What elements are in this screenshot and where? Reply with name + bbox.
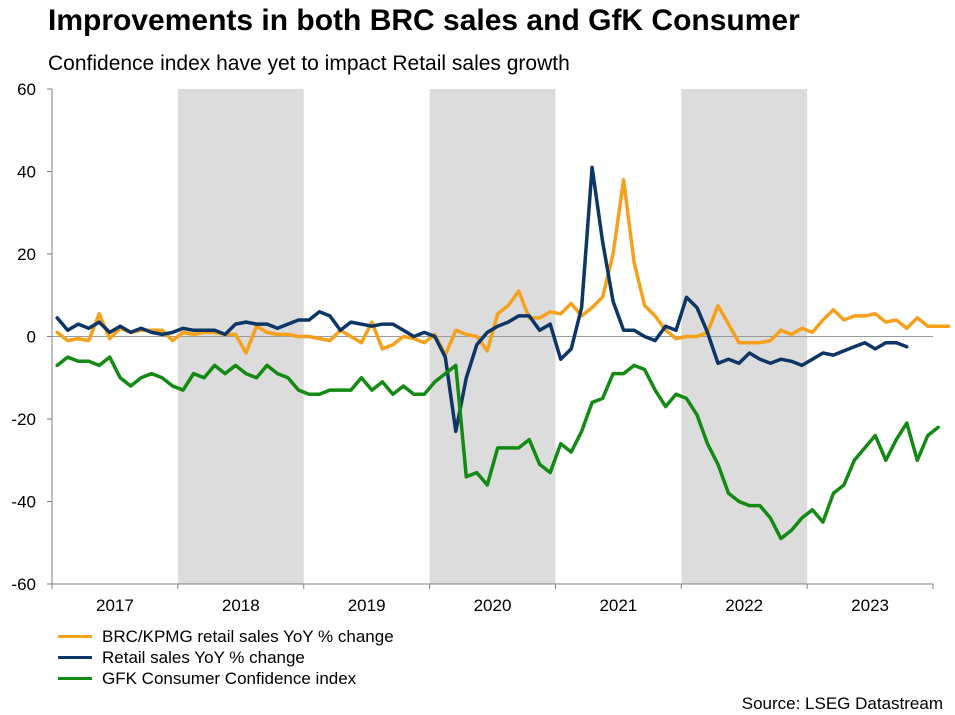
legend-label-brc: BRC/KPMG retail sales YoY % change [102, 626, 394, 646]
legend-swatch-gfk [58, 677, 92, 680]
x-tick-label: 2021 [599, 596, 637, 615]
series-line-0 [55, 178, 951, 357]
legend-label-retail: Retail sales YoY % change [102, 647, 305, 667]
y-tick-label: -20 [11, 410, 36, 429]
x-tick-label: 2023 [851, 596, 889, 615]
y-tick-label: 60 [17, 80, 36, 99]
y-tick-label: -40 [11, 493, 36, 512]
y-tick-label: 20 [17, 245, 36, 264]
chart-title: Improvements in both BRC sales and GfK C… [48, 4, 800, 37]
legend-item-gfk: GFK Consumer Confidence index [58, 668, 394, 689]
y-tick-label: -60 [11, 575, 36, 594]
x-axis-labels: 2017 2018 2019 2020 2021 2022 2023 [51, 584, 934, 615]
x-tick-label: 2020 [474, 596, 512, 615]
legend-item-retail: Retail sales YoY % change [58, 647, 394, 668]
legend-label-gfk: GFK Consumer Confidence index [102, 668, 357, 688]
y-axis-ticks: 60 40 20 0 -20 -40 -60 [11, 80, 52, 594]
y-tick-label: 40 [17, 163, 36, 182]
legend-item-brc: BRC/KPMG retail sales YoY % change [58, 626, 394, 647]
series-line-2 [55, 355, 940, 541]
legend: BRC/KPMG retail sales YoY % change Retai… [58, 626, 394, 689]
series-lines [55, 165, 951, 541]
x-tick-label: 2019 [348, 596, 386, 615]
series-line-1 [55, 165, 909, 434]
x-tick-label: 2018 [222, 596, 260, 615]
source-note: Source: LSEG Datastream [741, 694, 943, 713]
chart-subtitle: Confidence index have yet to impact Reta… [48, 52, 570, 75]
x-tick-label: 2022 [725, 596, 763, 615]
legend-swatch-retail [58, 656, 92, 659]
x-tick-label: 2017 [96, 596, 134, 615]
legend-swatch-brc [58, 635, 92, 638]
y-tick-label: 0 [27, 328, 36, 347]
